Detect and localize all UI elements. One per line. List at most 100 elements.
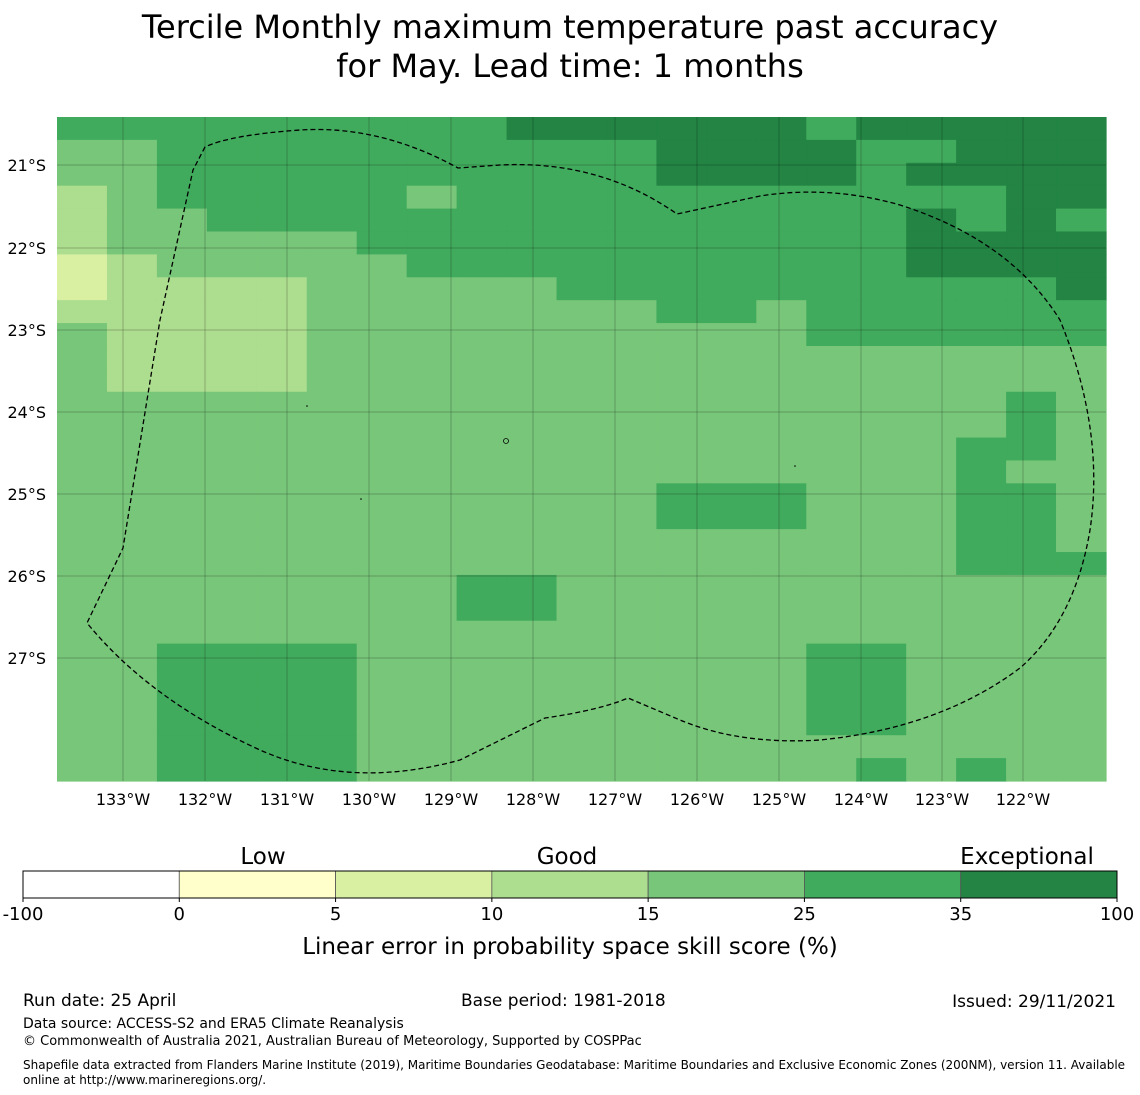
skill-cell xyxy=(256,620,308,645)
skill-cell xyxy=(556,758,608,782)
skill-cell xyxy=(456,208,508,233)
skill-cell xyxy=(556,666,608,691)
longitude-label: 132°W xyxy=(178,790,233,809)
skill-cell xyxy=(806,254,857,278)
skill-cell xyxy=(57,460,108,484)
skill-cell xyxy=(506,254,558,278)
skill-cell xyxy=(256,735,308,759)
skill-cell xyxy=(406,323,458,347)
skill-cell xyxy=(356,139,408,164)
skill-cell xyxy=(356,552,408,576)
skill-cell xyxy=(706,758,757,782)
skill-cell xyxy=(506,391,558,416)
skill-cell xyxy=(906,529,957,553)
skill-cell xyxy=(206,460,258,484)
skill-cell xyxy=(606,460,658,484)
skill-cell xyxy=(656,231,707,255)
skill-cell xyxy=(106,460,158,484)
skill-cell xyxy=(356,506,408,530)
skill-cell xyxy=(806,414,857,439)
skill-cell xyxy=(356,574,408,599)
skill-cell xyxy=(406,345,458,370)
skill-cell xyxy=(456,643,508,668)
skill-cell xyxy=(456,231,508,255)
skill-cell xyxy=(806,620,857,645)
skill-cell xyxy=(956,574,1007,599)
skill-cell xyxy=(156,483,208,507)
skill-cell xyxy=(156,139,208,164)
skill-cell xyxy=(1006,391,1057,416)
skill-cell xyxy=(606,254,658,278)
skill-cell xyxy=(57,758,108,782)
skill-cell xyxy=(57,414,108,439)
skill-cell xyxy=(656,368,707,393)
skill-cell xyxy=(556,574,608,599)
skill-cell xyxy=(906,117,957,141)
skill-cell xyxy=(756,277,807,301)
skill-cell xyxy=(806,437,857,462)
skill-cell xyxy=(956,414,1007,439)
skill-cell xyxy=(456,323,508,347)
skill-cell xyxy=(906,300,957,324)
skill-cell xyxy=(306,689,358,713)
skill-cell xyxy=(656,437,707,462)
skill-cell xyxy=(156,300,208,324)
skill-cell xyxy=(556,414,608,439)
skill-cell xyxy=(206,277,258,301)
skill-cell xyxy=(57,117,108,141)
skill-cell xyxy=(556,300,608,324)
skill-cell xyxy=(556,185,608,210)
skill-cell xyxy=(606,437,658,462)
skill-cell xyxy=(456,758,508,782)
skill-cell xyxy=(1056,185,1107,210)
skill-cell xyxy=(656,735,707,759)
skill-cell xyxy=(856,437,907,462)
skill-cell xyxy=(256,323,308,347)
skill-cell xyxy=(556,231,608,255)
skill-cell xyxy=(456,139,508,164)
skill-cell xyxy=(57,529,108,553)
skill-cell xyxy=(956,483,1007,507)
skill-cell xyxy=(806,529,857,553)
skill-cell xyxy=(806,460,857,484)
skill-cell xyxy=(706,254,757,278)
colorbar-tick-label: 35 xyxy=(949,904,972,925)
skill-cell xyxy=(356,414,408,439)
skill-cell xyxy=(156,231,208,255)
skill-cell xyxy=(756,254,807,278)
skill-cell xyxy=(606,162,658,187)
skill-cell xyxy=(356,391,408,416)
skill-cell xyxy=(1056,391,1107,416)
skill-cell xyxy=(456,712,508,736)
skill-cell xyxy=(856,345,907,370)
skill-cell xyxy=(1006,414,1057,439)
skill-cell xyxy=(656,620,707,645)
skill-cell xyxy=(406,506,458,530)
skill-cell xyxy=(256,139,308,164)
skill-cell xyxy=(606,277,658,301)
skill-cell xyxy=(956,712,1007,736)
colorbar-tick-label: 0 xyxy=(174,904,185,925)
skill-cell xyxy=(306,139,358,164)
longitude-labels: 133°W 132°W 131°W 130°W 129°W 128°W 127°W 126°W… xyxy=(96,790,1051,809)
skill-cell xyxy=(556,506,608,530)
skill-cell xyxy=(406,529,458,553)
colorbar-tick-label: 25 xyxy=(793,904,816,925)
skill-cell xyxy=(906,597,957,622)
skill-cell xyxy=(956,208,1007,233)
skill-cell xyxy=(406,597,458,622)
skill-cell xyxy=(506,414,558,439)
skill-cell xyxy=(506,758,558,782)
skill-cell xyxy=(706,666,757,691)
skill-cell xyxy=(306,162,358,187)
skill-cell xyxy=(756,231,807,255)
skill-cell xyxy=(156,208,208,233)
skill-cell xyxy=(906,277,957,301)
skill-cell xyxy=(106,162,158,187)
skill-cell xyxy=(656,643,707,668)
skill-cell xyxy=(406,689,458,713)
skill-cell xyxy=(256,185,308,210)
skill-cell xyxy=(706,414,757,439)
skill-cell xyxy=(856,185,907,210)
skill-cell xyxy=(606,483,658,507)
